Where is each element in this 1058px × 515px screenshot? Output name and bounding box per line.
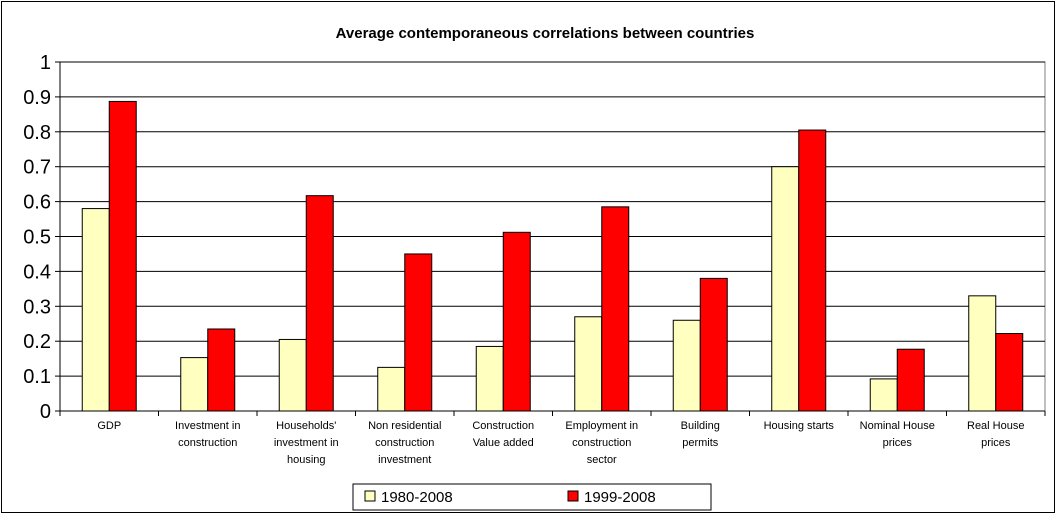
x-tick-label: Nominal House (860, 420, 935, 432)
x-axis: GDP Investment in construction Households' i… (59, 410, 1046, 466)
bar-1999-2008-2 (305, 195, 334, 412)
x-tick-label: investment in (274, 437, 339, 449)
gridlines (60, 61, 1045, 377)
legend-swatch-1980-2008 (364, 490, 376, 502)
x-tick-label: Housing starts (764, 420, 835, 432)
legend-swatch-1999-2008 (567, 490, 579, 502)
bar-1980-2008-2 (278, 338, 307, 412)
bar-1980-2008-7 (771, 166, 800, 412)
y-tick-label: 0.3 (23, 296, 51, 318)
bar-1980-2008-3 (377, 366, 406, 412)
x-tick-label: Households' (276, 420, 336, 432)
bar-1980-2008-1 (180, 357, 209, 412)
bar-1980-2008-8 (869, 378, 898, 412)
y-tick-label: 0.2 (23, 331, 51, 353)
bar-1999-2008-8 (896, 348, 925, 412)
x-tick-label: permits (682, 437, 719, 449)
y-axis: 0 0.1 0.2 0.3 0.4 0.5 0.6 0.7 0.8 0.9 1 (23, 52, 61, 423)
bar-1980-2008-6 (672, 319, 701, 412)
y-tick-label: 0.8 (23, 122, 51, 144)
x-tick-label: sector (587, 454, 617, 466)
y-tick-label: 0 (40, 401, 51, 423)
x-tick-label: prices (981, 437, 1011, 449)
y-tick-label: 0.4 (23, 261, 51, 283)
x-tick-label: construction (572, 437, 631, 449)
bar-1980-2008-9 (968, 295, 997, 412)
x-tick-label: Construction (472, 420, 534, 432)
bar-1980-2008-0 (81, 208, 110, 412)
bar-1999-2008-9 (995, 333, 1024, 412)
y-tick-label: 1 (40, 52, 51, 74)
x-tick-label: Employment in (565, 420, 638, 432)
bar-1999-2008-4 (502, 231, 531, 412)
x-tick-label: construction (375, 437, 434, 449)
bars (81, 100, 1024, 412)
bar-1999-2008-1 (207, 328, 236, 412)
bar-1999-2008-6 (699, 277, 728, 412)
x-tick-label: housing (287, 454, 326, 466)
x-tick-label: construction (178, 437, 237, 449)
y-tick-label: 0.1 (23, 366, 51, 388)
x-tick-label: Non residential (368, 420, 441, 432)
x-tick-label: Investment in (175, 420, 240, 432)
y-tick-label: 0.6 (23, 192, 51, 214)
y-tick-label: 0.9 (23, 87, 51, 109)
x-tick-label: Building (681, 420, 720, 432)
legend-box (352, 483, 712, 511)
x-tick-label: Value added (473, 437, 534, 449)
bar-1999-2008-0 (108, 100, 137, 412)
y-tick-label: 0.5 (23, 227, 51, 249)
bar-1980-2008-4 (475, 345, 504, 412)
bar-1999-2008-3 (404, 253, 433, 412)
bar-1999-2008-5 (601, 206, 630, 412)
x-tick-label: GDP (97, 420, 121, 432)
legend-label-1999-2008: 1999-2008 (584, 489, 656, 506)
legend: 1980-2008 1999-2008 (352, 483, 712, 511)
legend-label-1980-2008: 1980-2008 (381, 489, 453, 506)
bar-1980-2008-5 (574, 316, 603, 412)
chart-title: Average contemporaneous correlations bet… (336, 25, 755, 42)
bar-1999-2008-7 (798, 129, 827, 412)
x-tick-label: investment (378, 454, 431, 466)
x-tick-label: Real House (967, 420, 1024, 432)
x-tick-label: prices (883, 437, 913, 449)
y-tick-label: 0.7 (23, 157, 51, 179)
